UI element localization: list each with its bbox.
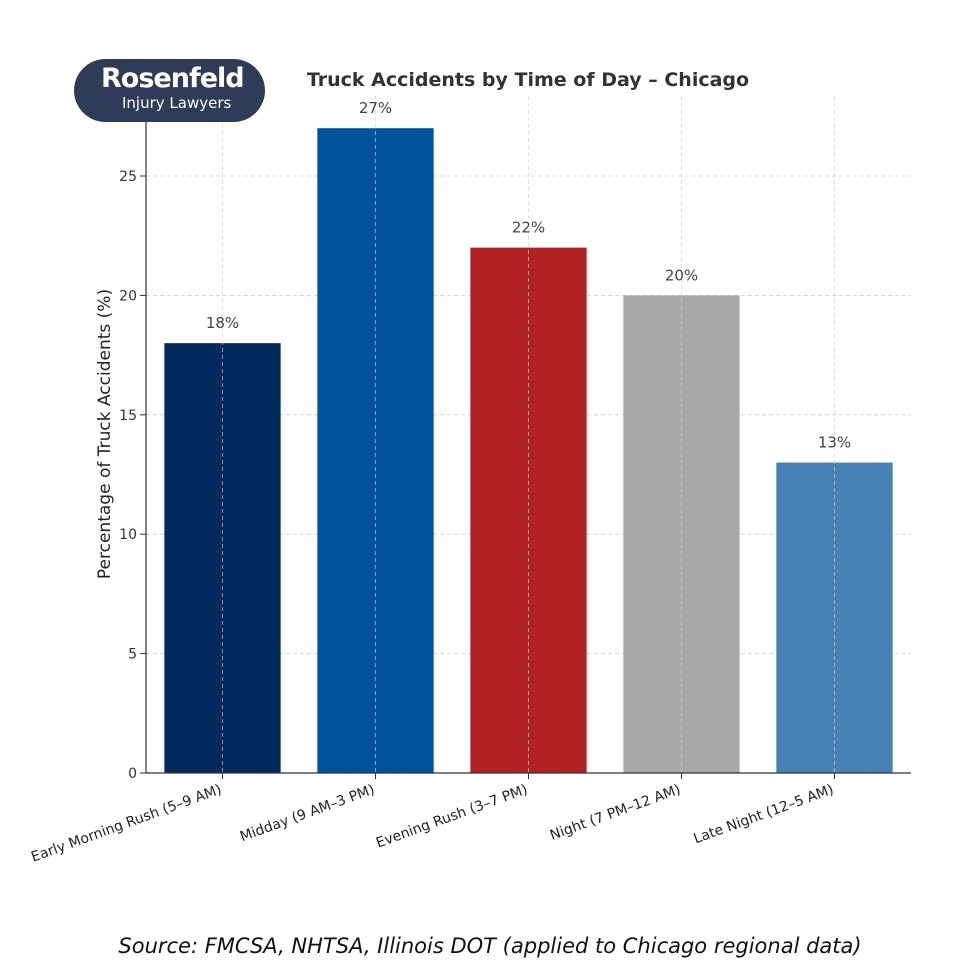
- y-tick-label: 5: [128, 647, 137, 663]
- chart-title: Truck Accidents by Time of Day – Chicago: [307, 69, 749, 91]
- y-tick-label: 20: [119, 288, 137, 304]
- x-tick-label: Early Morning Rush (5–9 AM): [29, 782, 224, 866]
- data-label: 13%: [818, 434, 851, 452]
- y-tick-label: 10: [119, 527, 137, 543]
- y-axis-label: Percentage of Truck Accidents (%): [95, 289, 115, 579]
- x-tick-label: Late Night (12–5 AM): [692, 782, 836, 848]
- source-note: Source: FMCSA, NHTSA, Illinois DOT (appl…: [118, 934, 862, 958]
- rosenfeld-logo: Rosenfeld Injury Lawyers: [74, 59, 265, 122]
- data-label: 20%: [665, 266, 698, 284]
- data-label: 18%: [206, 314, 239, 332]
- x-tick-label: Evening Rush (3–7 PM): [374, 782, 530, 852]
- x-tick-label: Midday (9 AM–3 PM): [238, 782, 377, 846]
- y-tick-label: 0: [128, 766, 137, 782]
- x-tick-label: Night (7 PM–12 AM): [548, 782, 683, 844]
- logo-subtitle: Injury Lawyers: [122, 94, 232, 112]
- data-label: 27%: [359, 99, 392, 117]
- y-tick-label: 25: [119, 169, 137, 185]
- data-label: 22%: [512, 219, 545, 237]
- logo-name: Rosenfeld: [101, 63, 245, 94]
- y-tick-label: 15: [119, 408, 137, 424]
